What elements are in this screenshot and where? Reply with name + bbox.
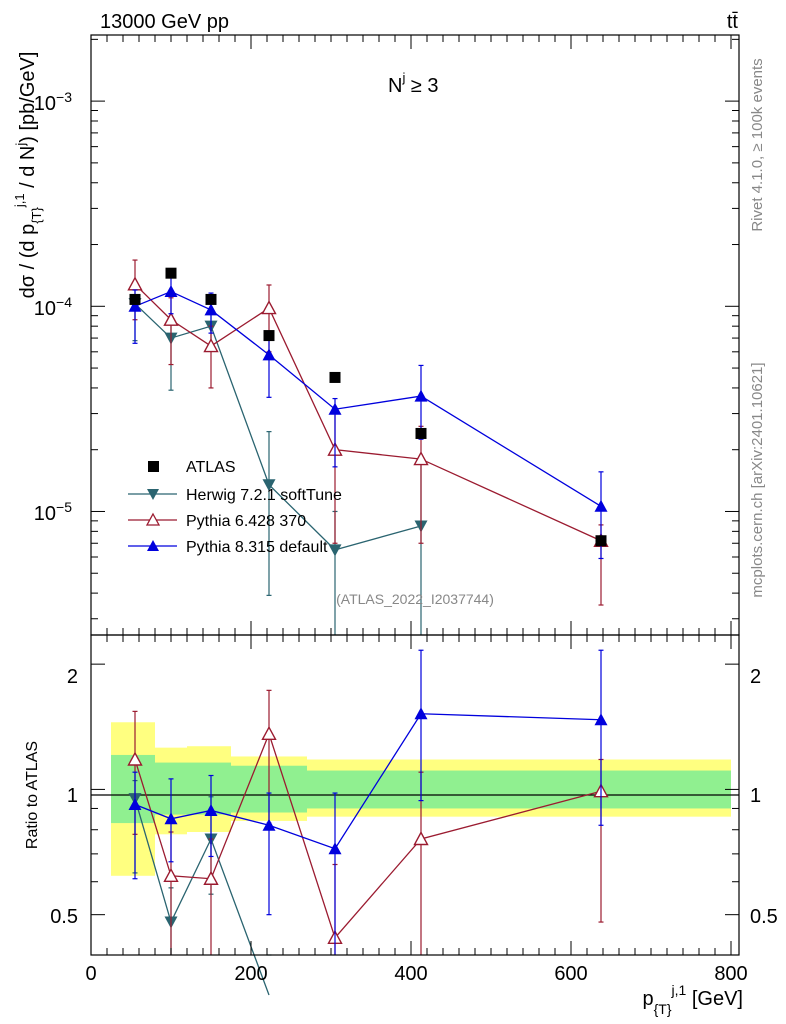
ratio-y-tick-label-right-0.5: 0.5 — [750, 906, 778, 928]
main-s0-point — [329, 371, 341, 383]
main-s0-point — [129, 293, 141, 305]
main-s2-point — [127, 276, 143, 291]
main-s2-point — [261, 300, 277, 315]
legend-entry-pythia6: Pythia 6.428 370 — [128, 512, 306, 530]
ratio-y-tick-label-right-2: 2 — [750, 666, 761, 688]
ratio-s1-point — [261, 725, 277, 741]
legend-label-atlas: ATLAS — [186, 459, 236, 476]
x-tick-label-800: 800 — [714, 963, 747, 985]
ratio-s2-point — [262, 818, 276, 831]
main-s1-line — [134, 303, 422, 551]
y-tick-label-1e-4: 10−4 — [34, 294, 72, 320]
ratio-y-tick-label-2: 2 — [67, 666, 78, 688]
legend-marker-pythia6 — [145, 512, 161, 526]
ratio-y-tick-label-right-1: 1 — [750, 785, 761, 807]
mcplots-label: mcplots.cern.ch [arXiv:2401.10621] — [749, 362, 766, 597]
ratio-s1-point — [203, 870, 219, 885]
x-axis-title: p{T}j,1 [GeV] — [642, 982, 743, 1017]
ratio-ticks — [90, 635, 739, 956]
main-s2-point — [163, 311, 179, 326]
ratio-s2-point — [594, 713, 608, 726]
main-s0-point — [415, 427, 427, 439]
main-s3-point — [414, 389, 428, 402]
main-y-tick-labels: 10−5 10−4 10−3 — [34, 89, 72, 525]
ratio-s2-point — [164, 812, 178, 825]
legend-entry-pythia8: Pythia 8.315 default — [128, 539, 328, 556]
energy-label: 13000 GeV pp — [100, 11, 229, 33]
main-s0-point — [205, 293, 217, 305]
y-tick-label-1e-3: 10−3 — [34, 89, 72, 115]
ratio-y-tick-label-0.5: 0.5 — [50, 906, 78, 928]
x-tick-label-400: 400 — [394, 963, 427, 985]
main-s0-point — [263, 330, 275, 342]
legend-entry-atlas: ATLAS — [148, 459, 236, 476]
ratio-band-green — [187, 762, 231, 815]
ratio-s1-point — [127, 751, 143, 766]
ratio-s2-point — [328, 842, 342, 855]
x-tick-label-600: 600 — [554, 963, 587, 985]
main-s0-group — [129, 267, 607, 547]
x-tick-label-0: 0 — [85, 963, 96, 985]
process-label: tt̄ — [727, 11, 739, 33]
ratio-s1-point — [413, 831, 429, 846]
main-markers — [127, 259, 609, 635]
main-y-axis-title: dσ / (d p{T}j,1 / d Nj) [pb/GeV] — [12, 52, 44, 299]
legend-label-pythia6: Pythia 6.428 370 — [186, 513, 306, 530]
ratio-y-axis-title: Ratio to ATLAS — [24, 741, 41, 849]
ratio-s2-point — [204, 803, 218, 816]
y-tick-label-1e-5: 10−5 — [34, 499, 72, 525]
x-tick-label-200: 200 — [234, 963, 267, 985]
ratio-s2-point — [414, 707, 428, 720]
main-s1-group — [128, 294, 428, 635]
ratio-panel: 2 1 0.5 2 1 0.5 Ratio to ATLAS 0 200 400… — [24, 634, 778, 1017]
main-s3-point — [164, 285, 178, 298]
ratio-y-tick-label-1: 1 — [67, 785, 78, 807]
main-y-ticks — [90, 35, 739, 635]
main-s0-point — [595, 535, 607, 547]
main-s3-point — [204, 303, 218, 316]
analysis-watermark: (ATLAS_2022_I2037744) — [336, 591, 494, 607]
ratio-plot-frame — [90, 634, 740, 956]
main-s3-point — [594, 499, 608, 512]
main-panel: 10−5 10−4 10−3 dσ / (d p{T}j,1 / d Nj) [… — [12, 34, 740, 636]
main-s3-point — [128, 299, 142, 312]
legend-marker-pythia8 — [147, 540, 159, 551]
ratio-band-green — [479, 770, 731, 809]
ratio-s0-line — [134, 798, 270, 996]
legend-label-pythia8: Pythia 8.315 default — [186, 539, 328, 556]
main-s3-point — [262, 348, 276, 361]
legend-marker-atlas — [148, 461, 159, 472]
legend-marker-herwig — [147, 489, 159, 500]
legend: ATLAS Herwig 7.2.1 softTune Pythia 6.428… — [128, 459, 342, 556]
ratio-band-green — [111, 754, 155, 824]
njets-annotation: Nj ≥ 3 — [388, 70, 439, 97]
ratio-s2-group — [128, 649, 608, 955]
main-s1-point — [328, 544, 342, 557]
main-s2-point — [413, 451, 429, 466]
main-s0-point — [165, 267, 177, 279]
legend-entry-herwig: Herwig 7.2.1 softTune — [128, 487, 342, 504]
rivet-label: Rivet 4.1.0, ≥ 100k events — [749, 58, 766, 231]
main-s3-point — [328, 402, 342, 415]
legend-label-herwig: Herwig 7.2.1 softTune — [186, 487, 342, 504]
main-s1-point — [262, 479, 276, 492]
ratio-s1-point — [163, 867, 179, 882]
ratio-markers — [127, 649, 609, 996]
main-s2-point — [203, 338, 219, 353]
ratio-s2-point — [128, 797, 142, 810]
